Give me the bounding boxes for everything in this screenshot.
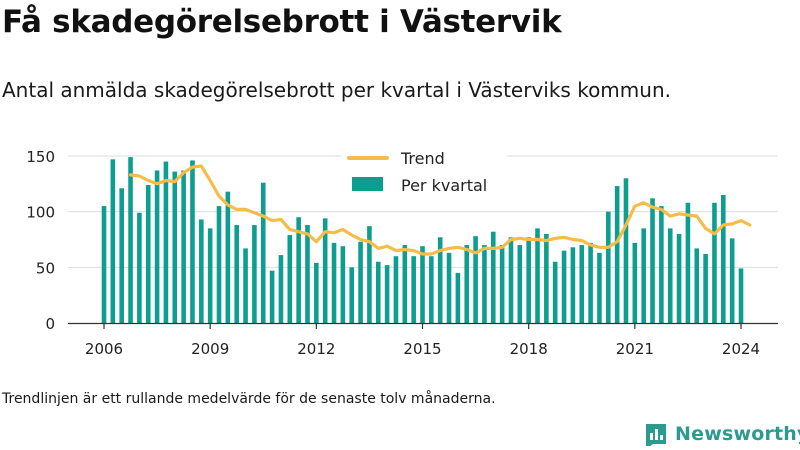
x-tick-label: 2015: [403, 340, 441, 358]
bar: [544, 233, 549, 323]
legend-trend-label: Trend: [400, 149, 445, 168]
bar: [667, 228, 673, 323]
axis-layer: 0 50 100 150 2006 2009 2012 2015 2018 2021 2024: [26, 148, 778, 358]
bar: [101, 206, 107, 323]
bar: [393, 256, 399, 323]
bar: [446, 252, 452, 323]
bar: [137, 212, 142, 323]
bar: [314, 262, 319, 323]
y-tick-label: 50: [36, 259, 55, 277]
trend-line: [128, 164, 752, 256]
bar: [163, 161, 169, 323]
bar: [420, 246, 425, 323]
bar: [508, 237, 514, 323]
bar: [535, 228, 540, 323]
bar: [517, 245, 523, 323]
bar: [384, 265, 390, 323]
bar: [499, 245, 505, 323]
bar: [375, 261, 381, 323]
bar: [473, 236, 478, 323]
x-tick-label: 2024: [722, 340, 760, 358]
bar: [190, 160, 195, 323]
x-tick-label: 2012: [297, 340, 335, 358]
bar: [207, 228, 213, 323]
legend-bar-label: Per kvartal: [401, 176, 487, 195]
x-tick-label: 2006: [85, 340, 123, 358]
bar: [614, 186, 620, 323]
page-title: Få skadegörelsebrott i Västervik: [2, 4, 562, 40]
bar: [181, 170, 186, 323]
bar: [703, 253, 708, 323]
bar: [482, 245, 487, 323]
bar: [455, 272, 461, 323]
chart: 0 50 100 150 2006 2009 2012 2015 2018 2021 2024 Tr…: [26, 146, 778, 358]
bar: [349, 267, 355, 323]
bar: [128, 157, 133, 323]
page-subtitle: Antal anmälda skadegörelsebrott per kvar…: [2, 78, 671, 102]
bar: [552, 261, 558, 323]
bar: [623, 178, 629, 323]
bar: [119, 188, 124, 323]
bar: [632, 242, 638, 323]
bar: [367, 226, 372, 323]
bar: [526, 237, 531, 323]
bar: [358, 241, 363, 323]
trend-layer: [128, 164, 752, 256]
bar: [588, 242, 593, 323]
legend-bar-swatch: [352, 177, 383, 191]
bar: [694, 248, 700, 323]
bar: [561, 250, 567, 323]
bar: [402, 245, 408, 323]
bar: [641, 228, 646, 323]
brand-logo: Newsworthy: [644, 419, 800, 449]
bar: [729, 238, 735, 323]
y-tick-label: 100: [26, 204, 55, 222]
bar: [296, 217, 301, 323]
bar: [252, 225, 257, 323]
bar: [605, 211, 611, 323]
footnote: Trendlinjen är ett rullande medelvärde f…: [2, 391, 496, 407]
x-tick-label: 2021: [616, 340, 654, 358]
bar: [199, 219, 204, 323]
bars-layer: [101, 157, 744, 323]
bar: [340, 246, 346, 323]
bar: [154, 170, 160, 323]
bar: [490, 231, 496, 323]
bar: [685, 202, 691, 323]
bar: [570, 247, 576, 323]
bar: [243, 248, 248, 323]
bar: [234, 225, 240, 323]
x-tick-label: 2009: [191, 340, 229, 358]
x-tick-label: 2018: [510, 340, 548, 358]
bar: [145, 184, 151, 323]
y-tick-label: 150: [26, 148, 55, 166]
y-tick-label: 0: [45, 315, 55, 333]
bar: [676, 233, 682, 323]
bar: [269, 270, 275, 323]
bar: [437, 237, 443, 323]
bar: [411, 256, 416, 323]
bar: [322, 218, 328, 323]
bar: [216, 206, 222, 323]
bar: [464, 245, 470, 323]
bar: [597, 252, 602, 323]
bar: [650, 198, 655, 323]
bar: [287, 235, 293, 323]
bar: [429, 256, 434, 323]
bar: [110, 159, 116, 323]
legend: Trend Per kvartal: [341, 146, 507, 200]
bar: [659, 206, 664, 323]
bar: [172, 171, 178, 323]
brand-name: Newsworthy: [675, 423, 800, 445]
bar: [260, 182, 266, 323]
bar: [738, 268, 744, 323]
bar: [721, 194, 726, 323]
bar: [278, 255, 284, 323]
bar: [331, 242, 337, 323]
bar: [579, 245, 585, 323]
bar: [225, 191, 231, 323]
bar: [305, 225, 310, 323]
newsworthy-icon: [646, 424, 666, 446]
bar: [712, 202, 717, 323]
